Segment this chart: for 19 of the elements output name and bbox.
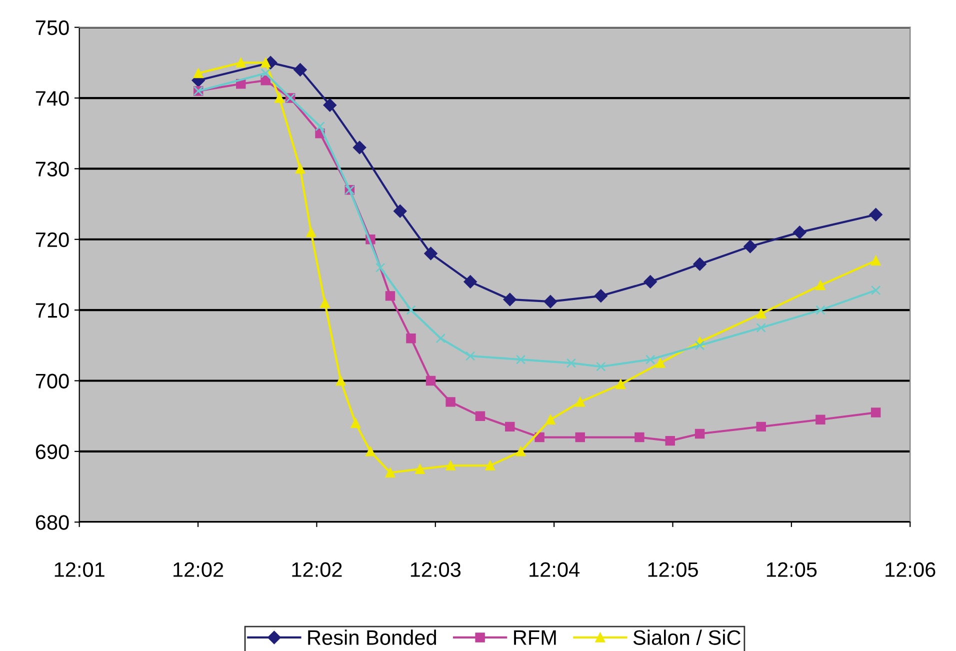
x-tick-label: 12:02 <box>174 562 224 577</box>
y-tick-label: 750 <box>36 20 69 36</box>
y-tick-label: 730 <box>36 162 69 176</box>
y-tick-label: 700 <box>36 374 69 388</box>
legend-label: RFM <box>514 630 556 645</box>
x-tick-label: 12:02 <box>292 562 342 577</box>
x-tick-label: 12:05 <box>766 562 817 577</box>
x-tick-label: 12:03 <box>410 562 461 577</box>
y-tick-label: 710 <box>36 303 69 318</box>
x-tick-label: 12:04 <box>530 562 580 577</box>
y-tick-label: 720 <box>36 232 69 248</box>
y-tick-label: 680 <box>36 515 69 530</box>
x-tick-label: 12:06 <box>886 562 936 577</box>
legend-label: Resin Bonded <box>308 630 436 645</box>
y-tick-label: 690 <box>36 444 69 460</box>
x-tick-label: 12:01 <box>54 562 104 577</box>
legend-label: Sialon / SiC <box>633 630 741 645</box>
x-tick-label: 12:05 <box>648 562 698 577</box>
y-tick-label: 740 <box>36 91 69 106</box>
